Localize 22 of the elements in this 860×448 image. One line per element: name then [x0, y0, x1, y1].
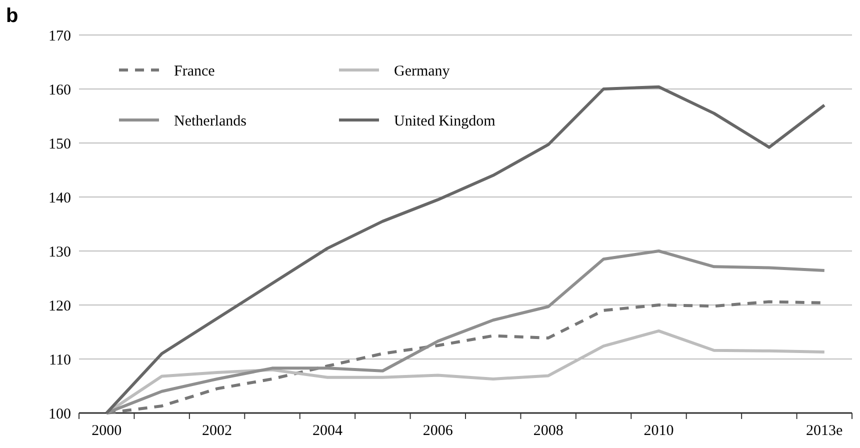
legend-label: France [174, 63, 216, 80]
x-tick-label: 2004 [312, 423, 343, 439]
x-tick-label: 2013e [806, 423, 844, 439]
y-tick-label: 100 [48, 406, 71, 422]
x-tick-label: 2006 [422, 423, 454, 439]
y-tick-label: 120 [48, 298, 71, 314]
y-tick-label: 130 [48, 244, 71, 260]
y-tick-label: 110 [49, 352, 71, 368]
legend-label: United Kingdom [394, 113, 496, 130]
legend-label: Netherlands [174, 113, 247, 130]
x-tick-label: 2002 [202, 423, 232, 439]
x-tick-label: 2008 [533, 423, 564, 439]
legend-label: Germany [394, 63, 450, 80]
x-tick-label: 2010 [644, 423, 674, 439]
line-series [105, 85, 826, 414]
chart-title: b [6, 5, 18, 27]
y-tick-label: 140 [48, 190, 71, 206]
y-tick-label: 170 [48, 28, 71, 44]
y-tick-label: 150 [48, 136, 71, 152]
line-series [105, 250, 826, 414]
x-tick-label: 2000 [92, 423, 122, 439]
y-tick-label: 160 [48, 82, 71, 98]
